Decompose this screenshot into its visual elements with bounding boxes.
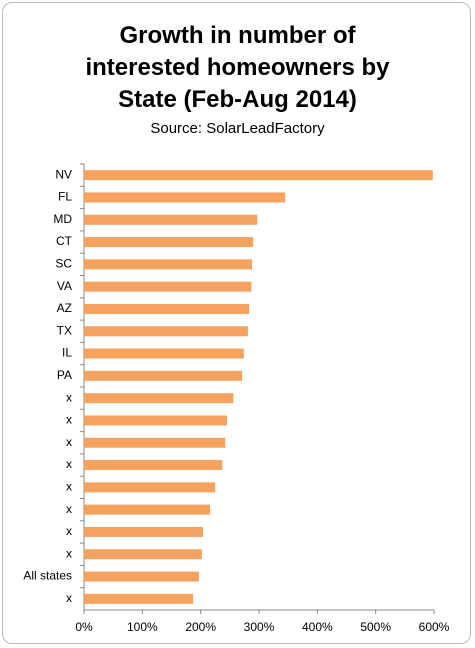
bar [84,370,243,381]
bar [84,393,234,404]
x-tick-label: 100% [127,620,158,634]
bar [84,170,433,181]
bar [84,303,250,314]
bar [84,281,252,292]
bar [84,482,216,493]
bar [84,526,203,537]
x-tick-label: 500% [360,620,391,634]
y-tick-label: x [66,546,72,560]
y-tick-label: All states [23,569,72,583]
y-tick-label: x [66,502,72,516]
x-tick-label: 400% [302,620,333,634]
bar [84,214,258,225]
x-tick-label: 300% [244,620,275,634]
y-tick-label: MD [53,212,72,226]
bar [84,348,244,359]
bar [84,504,210,515]
bar [84,571,199,582]
y-tick-label: FL [58,190,72,204]
x-tick-label: 200% [185,620,216,634]
chart-subtitle: Source: SolarLeadFactory [150,120,325,137]
bar [84,259,252,270]
y-tick-label: x [66,435,72,449]
bar [84,192,286,203]
y-tick-label: TX [57,323,72,337]
y-tick-label: NV [55,167,72,181]
bar [84,237,254,248]
bar [84,549,202,560]
y-tick-label: VA [57,279,72,293]
x-tick-label: 0% [75,620,93,634]
y-tick-label: x [66,457,72,471]
x-tick-label: 600% [419,620,450,634]
chart-frame [2,2,471,644]
y-tick-label: x [66,390,72,404]
y-tick-label: x [66,524,72,538]
y-tick-label: CT [56,234,73,248]
bar [84,437,226,448]
y-tick-label: x [66,591,72,605]
y-tick-label: IL [62,346,72,360]
bar [84,326,248,337]
y-tick-label: x [66,413,72,427]
y-tick-label: x [66,480,72,494]
y-tick-label: SC [55,257,72,271]
chart-title: Growth in number of interested homeowner… [85,22,390,113]
bar [84,593,194,604]
y-tick-label: PA [57,368,72,382]
bar [84,460,223,471]
y-tick-label: AZ [57,301,72,315]
bar [84,415,227,426]
